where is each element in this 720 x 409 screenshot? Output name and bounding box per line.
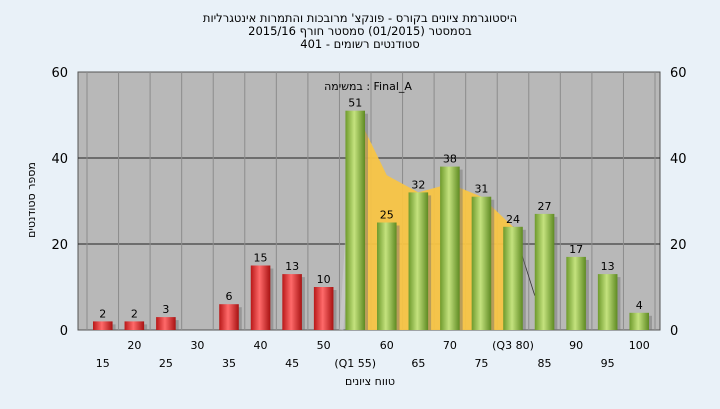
bar-60	[376, 222, 397, 330]
title-line-2: בסמסטר (01/2015) סמסטר חורף 2015/16	[248, 24, 472, 38]
bar-80	[503, 226, 523, 330]
chart-title: היסטוגרמת ציונים בקורס - פונקצ' מרובכות …	[203, 11, 517, 51]
y-axis-right-ticks: 0 20 40 60	[670, 66, 687, 339]
x-tick-30: 30	[190, 339, 204, 352]
bar-40	[250, 265, 271, 330]
bar-55	[345, 110, 366, 330]
x-tick-20: 20	[127, 339, 141, 352]
x-axis-ticks: 15 20 25 30 35 40 45 50(Q1 55) 60 65 70 75 (Q3 80) 85…	[96, 339, 650, 370]
bar-45	[282, 274, 302, 330]
x-tick-75: 75	[474, 357, 488, 370]
x-tick-85: 85	[538, 357, 552, 370]
bar-15	[92, 321, 113, 330]
bar-label-50: 10	[317, 273, 331, 286]
x-tick-35: 35	[222, 357, 236, 370]
bar-20	[124, 321, 145, 330]
y-axis-left-ticks: 0 20 40 60	[51, 66, 68, 339]
x-tick-95: 95	[601, 357, 615, 370]
x-axis-label: טווח ציונים	[345, 375, 395, 388]
y-tick-left-40: 40	[51, 152, 68, 167]
bars	[92, 110, 653, 330]
bar-100	[629, 312, 650, 330]
bar-value-labels: 2 2 3 6 15 13 10 51 25 32 38 31 24 27 17 13 4	[99, 97, 642, 321]
x-tick-25: 25	[159, 357, 173, 370]
bar-label-40: 15	[254, 252, 268, 265]
bar-label-85: 27	[538, 200, 552, 213]
bar-label-100: 4	[636, 299, 643, 312]
bar-label-15: 2	[99, 307, 106, 320]
x-tick-65: 65	[411, 357, 425, 370]
y-tick-right-20: 20	[670, 238, 687, 253]
x-tick-100: 100	[629, 339, 650, 352]
x-tick-80: (Q3 80)	[492, 339, 534, 352]
x-tick-90: 90	[569, 339, 583, 352]
bar-label-25: 3	[162, 303, 169, 316]
y-tick-right-40: 40	[670, 152, 687, 167]
bar-95	[597, 274, 618, 330]
bar-label-55: 51	[348, 97, 362, 110]
y-axis-label: מספר סטודנטים	[25, 162, 38, 238]
x-tick-60: 60	[380, 339, 394, 352]
title-line-3: סטודנטים רשומים - 401	[300, 37, 419, 51]
chart-annotation: במשימה : Final_A	[324, 80, 412, 93]
bar-65	[408, 192, 429, 330]
title-line-1: היסטוגרמת ציונים בקורס - פונקצ' מרובכות …	[203, 11, 517, 25]
bar-label-65: 32	[411, 178, 425, 191]
bar-label-75: 31	[474, 183, 488, 196]
y-tick-right-60: 60	[670, 66, 687, 81]
x-tick-15: 15	[96, 357, 110, 370]
bar-label-90: 17	[569, 243, 583, 256]
bar-25	[156, 317, 176, 330]
bar-85	[534, 213, 555, 330]
y-tick-left-20: 20	[51, 238, 68, 253]
x-tick-55: (Q1 55)	[334, 357, 376, 370]
grid-lines	[78, 72, 660, 330]
bar-label-95: 13	[601, 260, 615, 273]
y-tick-right-0: 0	[670, 324, 678, 339]
bar-label-35: 6	[226, 290, 233, 303]
x-tick-50: 50	[317, 339, 331, 352]
bar-label-80: 24	[506, 213, 520, 226]
x-tick-70: 70	[443, 339, 457, 352]
bar-70	[440, 166, 460, 330]
y-tick-left-0: 0	[60, 324, 68, 339]
bar-label-70: 38	[443, 153, 457, 166]
x-tick-40: 40	[254, 339, 268, 352]
bar-label-20: 2	[131, 307, 138, 320]
bar-75	[471, 196, 492, 330]
y-tick-left-60: 60	[51, 66, 68, 81]
x-tick-45: 45	[285, 357, 299, 370]
bar-90	[566, 256, 586, 330]
bar-50	[313, 287, 334, 330]
bar-label-60: 25	[380, 209, 394, 222]
bar-35	[219, 304, 239, 330]
bar-label-45: 13	[285, 260, 299, 273]
